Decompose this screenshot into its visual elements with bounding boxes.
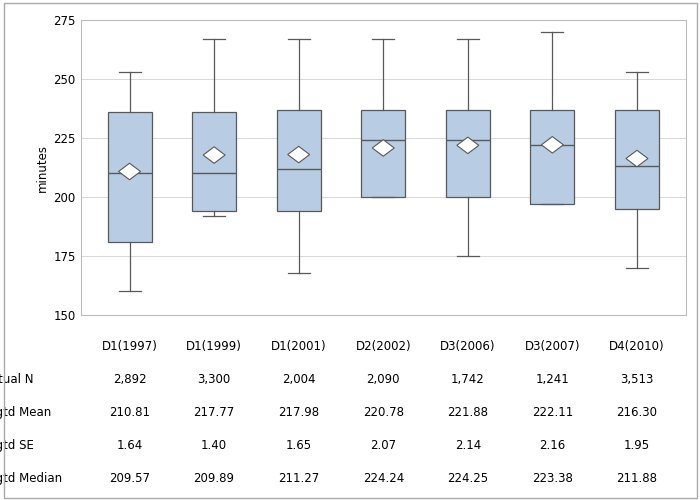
Polygon shape bbox=[626, 150, 648, 167]
Text: 3,300: 3,300 bbox=[197, 373, 231, 386]
Text: 220.78: 220.78 bbox=[363, 406, 404, 419]
Polygon shape bbox=[541, 136, 564, 153]
Polygon shape bbox=[288, 146, 309, 163]
Polygon shape bbox=[457, 137, 479, 154]
Text: 2.07: 2.07 bbox=[370, 439, 396, 452]
Text: D2(2002): D2(2002) bbox=[356, 340, 411, 353]
Text: Wgtd Median: Wgtd Median bbox=[0, 472, 62, 485]
Text: 2,892: 2,892 bbox=[113, 373, 146, 386]
Text: D1(1999): D1(1999) bbox=[186, 340, 242, 353]
Text: 217.98: 217.98 bbox=[278, 406, 319, 419]
Text: D1(2001): D1(2001) bbox=[271, 340, 326, 353]
Text: 2.14: 2.14 bbox=[455, 439, 481, 452]
Text: D3(2007): D3(2007) bbox=[524, 340, 580, 353]
Text: 1.65: 1.65 bbox=[286, 439, 312, 452]
Polygon shape bbox=[118, 163, 141, 180]
PathPatch shape bbox=[361, 110, 405, 197]
Text: 1.95: 1.95 bbox=[624, 439, 650, 452]
PathPatch shape bbox=[276, 110, 321, 211]
Text: 217.77: 217.77 bbox=[193, 406, 234, 419]
Text: 1,742: 1,742 bbox=[451, 373, 484, 386]
Text: D4(2010): D4(2010) bbox=[609, 340, 665, 353]
Text: 1,241: 1,241 bbox=[536, 373, 569, 386]
Text: 216.30: 216.30 bbox=[617, 406, 657, 419]
Text: 211.88: 211.88 bbox=[617, 472, 657, 485]
Text: Actual N: Actual N bbox=[0, 373, 33, 386]
Polygon shape bbox=[203, 147, 225, 164]
Text: Wgtd Mean: Wgtd Mean bbox=[0, 406, 51, 419]
Text: D1(1997): D1(1997) bbox=[102, 340, 158, 353]
Text: 1.64: 1.64 bbox=[116, 439, 143, 452]
Text: 1.40: 1.40 bbox=[201, 439, 228, 452]
PathPatch shape bbox=[615, 110, 659, 209]
Text: 2,004: 2,004 bbox=[282, 373, 316, 386]
Text: 209.89: 209.89 bbox=[194, 472, 234, 485]
Text: 224.24: 224.24 bbox=[363, 472, 404, 485]
Text: 3,513: 3,513 bbox=[620, 373, 654, 386]
Text: 223.38: 223.38 bbox=[532, 472, 573, 485]
Text: 221.88: 221.88 bbox=[447, 406, 489, 419]
Text: 2,090: 2,090 bbox=[367, 373, 400, 386]
PathPatch shape bbox=[446, 110, 490, 197]
Text: 224.25: 224.25 bbox=[447, 472, 489, 485]
PathPatch shape bbox=[531, 110, 575, 204]
PathPatch shape bbox=[108, 112, 151, 242]
Text: Wgtd SE: Wgtd SE bbox=[0, 439, 34, 452]
Text: D3(2006): D3(2006) bbox=[440, 340, 496, 353]
Text: 222.11: 222.11 bbox=[532, 406, 573, 419]
Text: 2.16: 2.16 bbox=[539, 439, 566, 452]
Polygon shape bbox=[372, 140, 394, 156]
Text: 209.57: 209.57 bbox=[109, 472, 150, 485]
PathPatch shape bbox=[192, 112, 236, 211]
Text: 211.27: 211.27 bbox=[278, 472, 319, 485]
Y-axis label: minutes: minutes bbox=[36, 144, 49, 192]
Text: 210.81: 210.81 bbox=[109, 406, 150, 419]
